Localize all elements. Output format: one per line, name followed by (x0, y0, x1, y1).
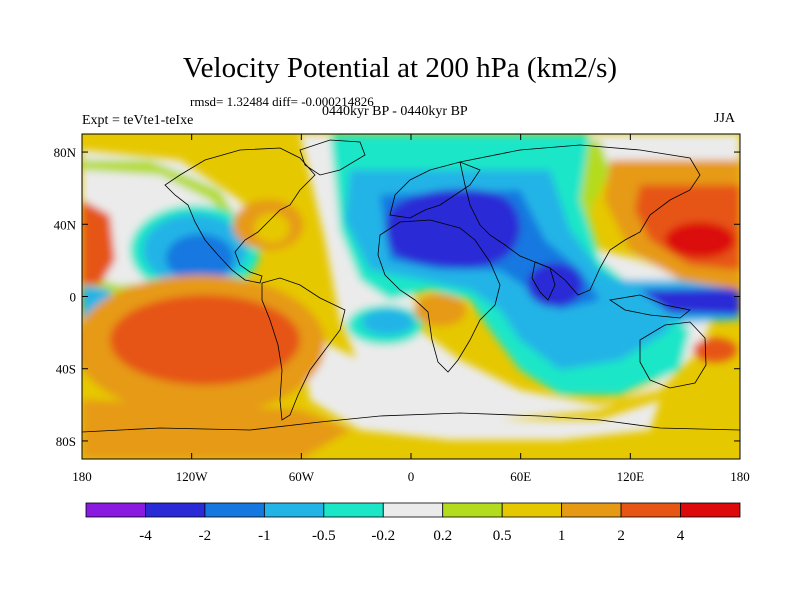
stats-text: rmsd= 1.32484 diff= -0.000214826 (190, 94, 374, 109)
colorbar-label: 0.5 (493, 528, 512, 544)
colorbar-swatch (680, 502, 741, 518)
x-tick-label: 0 (408, 469, 415, 484)
colorbar-label: -1 (258, 528, 271, 544)
coast-europe (389, 161, 481, 219)
field-positive-southern-africa (414, 294, 466, 326)
x-tick-label: 120W (176, 469, 209, 484)
colorbar-swatch (145, 502, 206, 518)
colorbar-label: 2 (617, 528, 625, 544)
colorbar-label: -0.5 (312, 528, 336, 544)
field-positive-dateline-west (82, 200, 115, 285)
coastlines (82, 139, 740, 433)
x-tick-label: 60E (510, 469, 531, 484)
map-panel (82, 134, 740, 459)
field-neutral-south (300, 330, 660, 440)
coast-australia (639, 321, 707, 389)
y-tick-label: 40N (54, 217, 77, 232)
colorbar-swatch (263, 502, 325, 518)
field-negative-west-pacific-core (640, 288, 740, 315)
colorbar-swatch (442, 502, 503, 518)
figure-title: Velocity Potential at 200 hPa (km2/s) (182, 52, 618, 84)
y-tick-label: 80N (54, 145, 77, 160)
x-tick-label: 60W (289, 469, 315, 484)
colorbar-label: 4 (677, 528, 685, 544)
colorbar: -4 -2 -1 -0.5 -0.2 0.2 0.5 1 2 4 (85, 502, 741, 544)
field-strongest-negative-core (386, 189, 520, 268)
colorbar-swatch (85, 502, 146, 518)
colorbar-swatch (323, 502, 384, 518)
coast-africa (377, 219, 501, 373)
field-neutral-atlantic (300, 134, 740, 420)
field-positive-gulf-inner (254, 213, 290, 243)
coast-maritime-continent (608, 294, 691, 319)
colorbar-label: 1 (558, 528, 566, 544)
y-tick-label: 80S (56, 434, 76, 449)
x-axis: 180 120W 60W 0 60E 120E 180 (72, 134, 750, 484)
colorbar-swatch (620, 502, 681, 518)
colorbar-swatch (382, 502, 444, 518)
colorbar-swatch (204, 502, 265, 518)
coast-south-america (261, 277, 346, 421)
colorbar-swatch (561, 502, 622, 518)
period-label: 0440kyr BP - 0440kyr BP (322, 104, 468, 119)
colorbar-label: -0.2 (371, 528, 395, 544)
coast-north-america (164, 147, 316, 284)
x-tick-label: 120E (617, 469, 645, 484)
coast-india (531, 261, 556, 301)
y-tick-label: 0 (70, 290, 77, 305)
coast-greenland (299, 139, 366, 176)
experiment-label: Expt = teVte1-teIxe (82, 113, 194, 128)
x-tick-label: 180 (730, 469, 750, 484)
field-positive-southpacific-inner (110, 295, 300, 385)
x-tick-label: 180 (72, 469, 92, 484)
colorbar-swatch (501, 502, 563, 518)
field-positive-northpacific-core (665, 222, 735, 258)
colorbar-label: 0.2 (433, 528, 452, 544)
coast-antarctica (82, 412, 740, 433)
field-negative-southatlantic-inner (362, 309, 414, 335)
field-weak-positive-west (82, 160, 250, 300)
y-tick-label: 40S (56, 362, 76, 377)
season-label: JJA (714, 111, 736, 126)
colorbar-label: -4 (139, 528, 152, 544)
field-negative-pacific-inner (166, 234, 234, 282)
coast-asia (459, 144, 701, 296)
field-positive-australia (693, 338, 737, 362)
y-axis: 80N 40N 0 40S 80S (54, 145, 740, 449)
colorbar-label: -2 (199, 528, 212, 544)
